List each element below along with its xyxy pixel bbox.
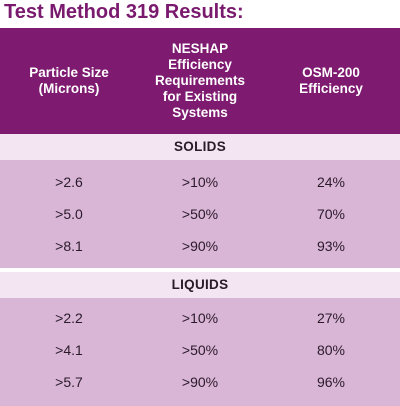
particle-size-cell: >5.0 xyxy=(55,206,83,222)
osm-efficiency-cell: 80% xyxy=(316,342,346,358)
osm-efficiency-cell: 27% xyxy=(316,310,346,326)
table-row: >4.1 >50% 80% xyxy=(0,334,400,366)
particle-size-cell: >2.2 xyxy=(55,310,83,326)
page-title: Test Method 319 Results: xyxy=(4,1,244,23)
section-divider xyxy=(0,268,400,272)
osm-efficiency-cell: 24% xyxy=(316,174,346,190)
header-osm-efficiency: OSM-200 Efficiency xyxy=(299,65,363,96)
header-particle-size: Particle Size (Microns) xyxy=(29,65,109,96)
section-label-liquids: LIQUIDS xyxy=(0,272,400,298)
table-row: >2.2 >10% 27% xyxy=(0,302,400,334)
solids-band xyxy=(0,160,400,268)
neshap-cell: >50% xyxy=(181,342,219,358)
liquids-band xyxy=(0,298,400,406)
particle-size-cell: >2.6 xyxy=(55,174,83,190)
table-row: >5.7 >90% 96% xyxy=(0,366,400,398)
neshap-cell: >50% xyxy=(181,206,219,222)
particle-size-cell: >5.7 xyxy=(55,374,83,390)
table-row: >8.1 >90% 93% xyxy=(0,230,400,262)
header-neshap-requirements: NESHAP Efficiency Requirements for Exist… xyxy=(154,41,246,120)
section-label-solids: SOLIDS xyxy=(0,134,400,160)
osm-efficiency-cell: 93% xyxy=(316,238,346,254)
osm-efficiency-cell: 70% xyxy=(316,206,346,222)
table-header: Particle Size (Microns) NESHAP Efficienc… xyxy=(0,28,400,134)
neshap-cell: >90% xyxy=(181,238,219,254)
results-table: Particle Size (Microns) NESHAP Efficienc… xyxy=(0,28,400,406)
particle-size-cell: >8.1 xyxy=(55,238,83,254)
table-row: >2.6 >10% 24% xyxy=(0,166,400,198)
neshap-cell: >90% xyxy=(181,374,219,390)
neshap-cell: >10% xyxy=(181,174,219,190)
osm-efficiency-cell: 96% xyxy=(316,374,346,390)
table-row: >5.0 >50% 70% xyxy=(0,198,400,230)
neshap-cell: >10% xyxy=(181,310,219,326)
particle-size-cell: >4.1 xyxy=(55,342,83,358)
